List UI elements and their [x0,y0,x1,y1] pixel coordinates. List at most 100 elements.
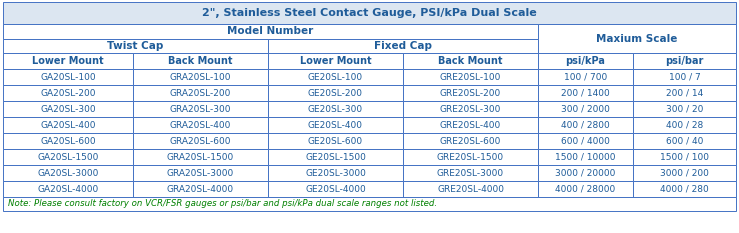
Text: Lower Mount: Lower Mount [300,56,371,66]
Text: 100 / 7: 100 / 7 [669,72,701,82]
Bar [268,149,403,165]
Bar [538,24,736,53]
Bar [633,101,736,117]
Bar [538,117,633,133]
Text: GE20SL-3000: GE20SL-3000 [305,168,366,178]
Bar [538,101,633,117]
Text: Note: Please consult factory on VCR/FSR gauges or psi/bar and psi/kPa dual scale: Note: Please consult factory on VCR/FSR … [8,199,437,209]
Text: Back Mount: Back Mount [438,56,503,66]
Text: Twist Cap: Twist Cap [107,41,163,51]
Text: GA20SL-1500: GA20SL-1500 [37,153,99,161]
Bar [3,2,736,24]
Text: GRE20SL-400: GRE20SL-400 [440,120,501,130]
Bar [268,39,538,53]
Bar [633,69,736,85]
Bar [538,85,633,101]
Bar [3,85,133,101]
Bar [403,69,538,85]
Text: GA20SL-300: GA20SL-300 [40,104,96,113]
Bar [633,117,736,133]
Bar [633,85,736,101]
Text: Model Number: Model Number [228,27,313,37]
Text: psi/bar: psi/bar [665,56,704,66]
Bar [3,133,133,149]
Text: 3000 / 20000: 3000 / 20000 [555,168,616,178]
Text: GRE20SL-100: GRE20SL-100 [440,72,501,82]
Bar [538,133,633,149]
Text: 300 / 2000: 300 / 2000 [561,104,610,113]
Bar [403,85,538,101]
Text: GE20SL-300: GE20SL-300 [308,104,363,113]
Bar [133,181,268,197]
Text: GRA20SL-200: GRA20SL-200 [170,89,231,97]
Bar [403,53,538,69]
Text: 400 / 2800: 400 / 2800 [561,120,610,130]
Text: GRE20SL-300: GRE20SL-300 [440,104,501,113]
Bar [538,69,633,85]
Text: GRE20SL-4000: GRE20SL-4000 [437,185,504,193]
Bar [633,53,736,69]
Bar [268,85,403,101]
Bar [3,117,133,133]
Bar [403,101,538,117]
Text: GRA20SL-4000: GRA20SL-4000 [167,185,234,193]
Bar [133,133,268,149]
Bar [403,165,538,181]
Text: 400 / 28: 400 / 28 [666,120,703,130]
Text: GRE20SL-3000: GRE20SL-3000 [437,168,504,178]
Text: GA20SL-400: GA20SL-400 [40,120,96,130]
Text: 1500 / 100: 1500 / 100 [660,153,709,161]
Text: GRA20SL-400: GRA20SL-400 [170,120,231,130]
Bar [268,53,403,69]
Text: GRA20SL-300: GRA20SL-300 [170,104,231,113]
Bar [268,181,403,197]
Bar [538,165,633,181]
Bar [538,53,633,69]
Text: 2", Stainless Steel Contact Gauge, PSI/kPa Dual Scale: 2", Stainless Steel Contact Gauge, PSI/k… [202,8,537,18]
Text: GRA20SL-100: GRA20SL-100 [170,72,231,82]
Bar [133,101,268,117]
Bar [538,149,633,165]
Bar [3,149,133,165]
Bar [268,165,403,181]
Text: Lower Mount: Lower Mount [33,56,103,66]
Text: 600 / 40: 600 / 40 [666,137,704,145]
Text: GA20SL-4000: GA20SL-4000 [38,185,98,193]
Bar [268,69,403,85]
Text: GE20SL-100: GE20SL-100 [308,72,363,82]
Bar [133,53,268,69]
Text: 200 / 1400: 200 / 1400 [561,89,610,97]
Text: 600 / 4000: 600 / 4000 [561,137,610,145]
Text: GE20SL-600: GE20SL-600 [308,137,363,145]
Text: GA20SL-3000: GA20SL-3000 [37,168,99,178]
Text: 3000 / 200: 3000 / 200 [660,168,709,178]
Bar [133,149,268,165]
Bar [633,149,736,165]
Bar [3,24,538,39]
Bar [633,165,736,181]
Bar [403,133,538,149]
Bar [403,117,538,133]
Bar [268,117,403,133]
Bar [633,133,736,149]
Text: 300 / 20: 300 / 20 [666,104,704,113]
Text: GRA20SL-1500: GRA20SL-1500 [167,153,234,161]
Text: GRA20SL-600: GRA20SL-600 [170,137,231,145]
Text: Fixed Cap: Fixed Cap [374,41,432,51]
Bar [3,165,133,181]
Text: 4000 / 28000: 4000 / 28000 [556,185,616,193]
Text: GA20SL-100: GA20SL-100 [40,72,96,82]
Text: GRA20SL-3000: GRA20SL-3000 [167,168,234,178]
Bar [3,101,133,117]
Text: GRE20SL-600: GRE20SL-600 [440,137,501,145]
Text: GA20SL-200: GA20SL-200 [40,89,96,97]
Text: GRE20SL-200: GRE20SL-200 [440,89,501,97]
Bar [633,181,736,197]
Text: 4000 / 280: 4000 / 280 [660,185,709,193]
Bar [133,117,268,133]
Bar [3,197,736,211]
Text: psi/kPa: psi/kPa [565,56,605,66]
Text: GE20SL-1500: GE20SL-1500 [305,153,366,161]
Text: GE20SL-200: GE20SL-200 [308,89,363,97]
Bar [133,85,268,101]
